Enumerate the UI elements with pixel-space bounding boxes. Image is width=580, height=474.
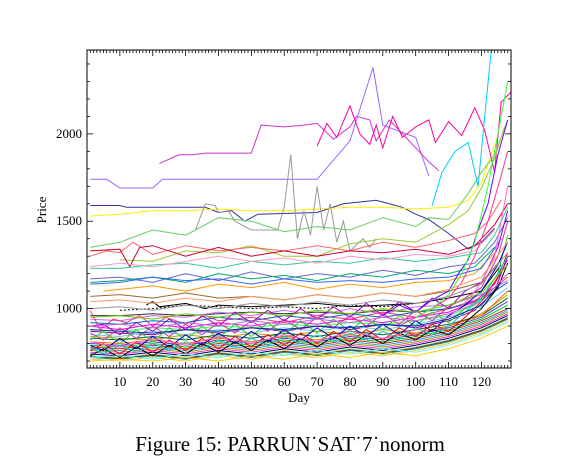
series-line-13 [90, 229, 495, 268]
series-line-12 [90, 207, 509, 269]
x-tick-label-90: 90 [376, 374, 389, 389]
series-line-50 [382, 119, 509, 317]
series-line-45 [90, 242, 509, 352]
series-line-14 [90, 217, 509, 283]
x-tick-label-40: 40 [212, 374, 225, 389]
series-line-24 [90, 259, 509, 331]
series-line-48 [90, 255, 509, 355]
series-line-7 [431, 50, 492, 206]
series-line-35 [90, 311, 508, 353]
series-line-53 [119, 302, 416, 311]
series-line-43 [90, 221, 509, 341]
series-line-56 [90, 264, 509, 320]
series-line-59 [90, 322, 508, 360]
series-line-19 [145, 264, 502, 310]
x-tick-label-100: 100 [406, 374, 426, 389]
series-line-16 [103, 252, 495, 292]
series-line-2 [159, 115, 440, 171]
series-line-25 [90, 287, 495, 332]
series-line-54 [90, 282, 502, 334]
series-layer [89, 50, 511, 362]
x-tick-label-10: 10 [113, 374, 126, 389]
series-line-32 [90, 304, 508, 348]
x-tick-label-70: 70 [311, 374, 324, 389]
y-tick-label-1500: 1500 [56, 213, 82, 228]
series-line-9 [119, 126, 505, 262]
x-tick-label-110: 110 [439, 374, 458, 389]
series-line-34 [90, 309, 508, 352]
plot-frame [86, 49, 512, 369]
series-line-6 [316, 91, 511, 173]
series-line-11 [90, 203, 509, 268]
series-line-58 [90, 241, 509, 304]
x-axis-title: Day [288, 390, 310, 405]
series-line-40 [90, 318, 508, 360]
series-line-10 [90, 200, 502, 257]
series-line-17 [90, 238, 502, 285]
x-tick-label-50: 50 [245, 374, 258, 389]
figure-caption: Figure 15: PARRUN˙SAT˙7˙nonorm [135, 432, 445, 456]
series-line-5 [195, 154, 377, 252]
series-line-23 [90, 281, 508, 325]
x-tick-label-60: 60 [278, 374, 291, 389]
x-tick-label-30: 30 [179, 374, 192, 389]
y-axis-title: Price [34, 196, 49, 223]
y-tick-label-1000: 1000 [56, 301, 82, 316]
series-line-55 [90, 273, 509, 329]
series-line-1 [90, 67, 430, 189]
series-line-38 [90, 316, 508, 359]
series-line-36 [90, 313, 508, 355]
x-tick-label-80: 80 [343, 374, 356, 389]
x-tick-label-120: 120 [472, 374, 492, 389]
series-line-49 [90, 186, 509, 348]
x-tick-label-20: 20 [146, 374, 159, 389]
axis-ticks: 10 20 30 40 50 60 70 80 90 100 110 120 1000 1500 2000 [56, 50, 511, 389]
series-line-52 [415, 81, 509, 318]
series-line-8 [90, 119, 509, 248]
series-line-60 [90, 325, 508, 362]
y-tick-label-2000: 2000 [56, 126, 82, 141]
series-line-57 [90, 252, 509, 311]
